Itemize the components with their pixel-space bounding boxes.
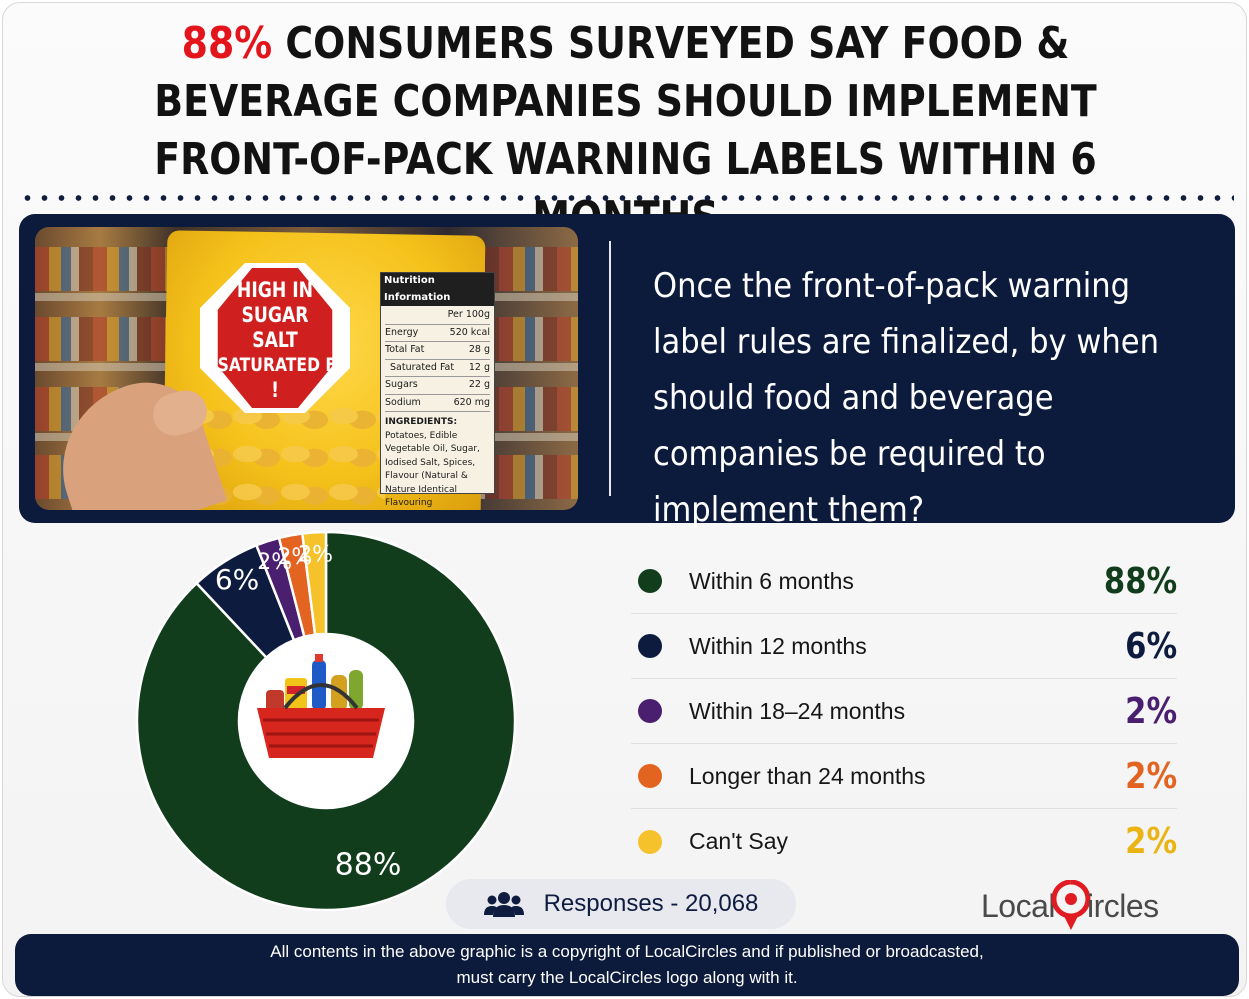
nutrition-value: 620 mg: [453, 396, 490, 408]
legend-swatch: [638, 829, 662, 854]
donut-slice: [135, 530, 517, 912]
donut-chart: 88%6%2%2%2%: [135, 530, 517, 912]
responses-label: Responses - 20,068: [543, 890, 759, 917]
banner-divider: [609, 241, 611, 496]
survey-question: Once the front-of-pack warning label rul…: [653, 266, 1160, 530]
nutrition-name: Saturated Fat: [390, 361, 455, 373]
legend-row: Within 6 months 88%: [631, 549, 1177, 614]
footer-line-1: All contents in the above graphic is a c…: [270, 942, 984, 961]
legend-label: Within 18–24 months: [689, 697, 906, 724]
legend-label: Can't Say: [689, 828, 788, 854]
nutrition-value: 520 kcal: [449, 326, 490, 338]
warning-octagon: HIGH IN SUGAR SALT SATURATED FAT !: [200, 263, 350, 413]
legend-value: 2%: [1125, 690, 1177, 732]
logo-text-right: ircles: [1087, 887, 1159, 924]
donut-label: 2%: [298, 542, 333, 567]
ingredients-title: INGREDIENTS:: [385, 417, 458, 427]
legend-row: Can't Say 2%: [631, 809, 1177, 874]
legend-swatch: [638, 699, 662, 723]
legend-row: Longer than 24 months 2%: [631, 744, 1177, 809]
legend-value: 88%: [1103, 560, 1177, 602]
donut-labels: 88%6%2%2%2%: [215, 542, 402, 882]
question-banner: HIGH IN SUGAR SALT SATURATED FAT ! Nutri…: [19, 214, 1235, 530]
legend-label: Within 6 months: [689, 567, 854, 594]
people-icon: [483, 892, 524, 917]
headline: 88% CONSUMERS SURVEYED SAY FOOD & BEVERA…: [142, 15, 1110, 247]
copyright-footer: All contents in the above graphic is a c…: [15, 934, 1239, 996]
nutrition-name: Energy: [385, 326, 419, 338]
warning-line: HIGH IN: [236, 278, 314, 302]
nutrition-value: 12 g: [468, 361, 490, 373]
headline-text: CONSUMERS SURVEYED SAY FOOD & BEVERAGE C…: [154, 18, 1097, 243]
chart-legend: Within 6 months 88% Within 12 months 6% With…: [631, 549, 1177, 874]
dotted-divider: [19, 195, 1234, 201]
nutrition-value: 22 g: [468, 379, 490, 390]
nutrition-name: Sodium: [385, 396, 421, 408]
basket-icon: [257, 654, 385, 758]
nutrition-value: 28 g: [468, 344, 490, 355]
headline-accent: 88%: [181, 18, 273, 69]
legend-label: Longer than 24 months: [689, 762, 926, 789]
nutrition-name: Total Fat: [385, 344, 425, 355]
nutrition-name: Sugars: [385, 379, 418, 390]
nutrition-title: Nutrition Information: [381, 273, 494, 306]
donut-label: 2%: [257, 550, 292, 575]
warning-line: SALT: [252, 328, 298, 352]
logo-pin-icon: C: [1051, 880, 1091, 930]
legend-value: 6%: [1125, 625, 1177, 667]
donut-label: 6%: [215, 563, 259, 596]
responses-pill: Responses - 20,068: [446, 879, 796, 929]
legend-value: 2%: [1125, 755, 1177, 797]
nutrition-per: Per 100g: [447, 309, 490, 320]
legend-swatch: [638, 634, 662, 658]
snack-photo: HIGH IN SUGAR SALT SATURATED FAT ! Nutri…: [35, 227, 578, 510]
legend-row: Within 18–24 months 2%: [631, 679, 1177, 744]
logo-text-left: Local: [981, 887, 1056, 924]
ingredients-text: Potatoes, Edible Vegetable Oil, Sugar, I…: [385, 430, 480, 509]
footer-line-2: must carry the LocalCircles logo along w…: [456, 968, 798, 987]
donut-slices: [135, 530, 517, 912]
warning-line: !: [271, 378, 279, 402]
donut-label: 88%: [335, 848, 402, 883]
warning-line: SUGAR: [241, 303, 309, 327]
donut-label: 2%: [277, 545, 312, 570]
legend-swatch: [638, 569, 662, 593]
localcircles-logo: Local C ircles: [981, 879, 1159, 933]
legend-label: Within 12 months: [689, 632, 867, 659]
legend-value: 2%: [1125, 821, 1177, 862]
legend-row: Within 12 months 6%: [631, 614, 1177, 679]
warning-line: SATURATED FAT: [217, 354, 356, 376]
donut-slice: [300, 530, 328, 637]
legend-swatch: [638, 764, 662, 788]
nutrition-panel: Nutrition Information Per 100g Energy 520…: [380, 272, 495, 508]
